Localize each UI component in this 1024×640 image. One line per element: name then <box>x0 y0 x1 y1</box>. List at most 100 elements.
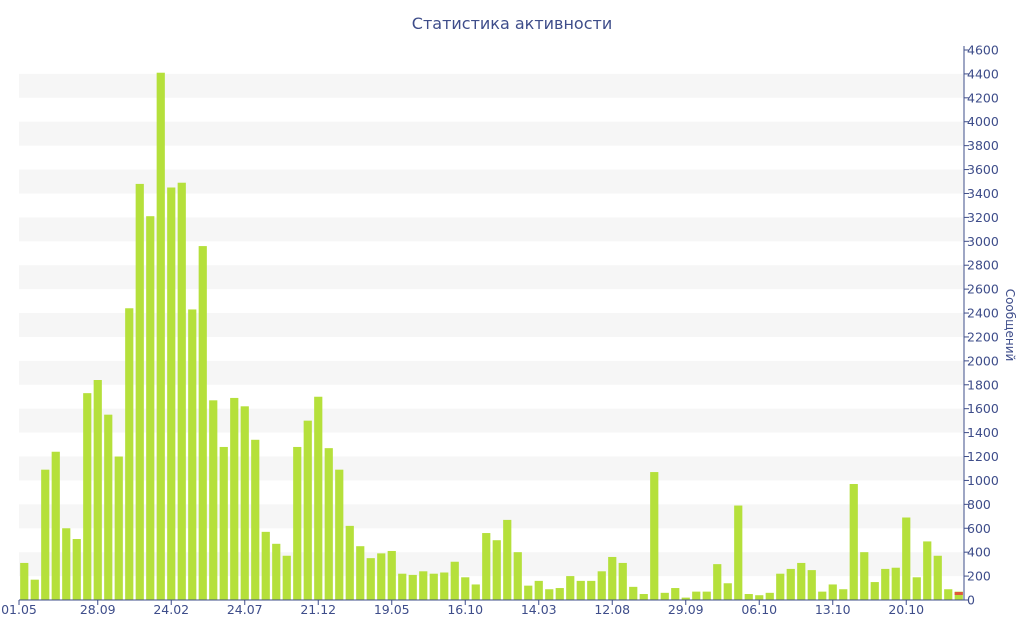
y-tick-label: 800 <box>967 497 991 512</box>
bar <box>125 308 134 600</box>
y-tick-label: 2800 <box>967 258 999 273</box>
bar <box>429 573 438 600</box>
bar <box>72 539 81 600</box>
x-tick-label: 28.09 <box>80 602 116 617</box>
bar <box>608 556 617 600</box>
x-tick-label: 21.12 <box>300 602 336 617</box>
y-tick-label: 1400 <box>967 425 999 440</box>
bar <box>597 571 606 600</box>
bar <box>734 505 743 600</box>
bar <box>188 309 197 600</box>
bar <box>251 439 260 600</box>
bar <box>492 540 501 600</box>
bar <box>230 397 239 600</box>
bar <box>30 579 39 600</box>
bar <box>860 552 869 600</box>
bar <box>807 570 816 600</box>
bar <box>891 567 900 600</box>
bar <box>786 568 795 600</box>
bar <box>303 420 312 600</box>
x-tick-label: 16.10 <box>447 602 483 617</box>
bar <box>797 562 806 600</box>
bar <box>723 583 732 600</box>
x-tick-label: 12.08 <box>594 602 630 617</box>
bar <box>240 406 249 600</box>
y-tick-label: 3800 <box>967 138 999 153</box>
bar <box>923 541 932 600</box>
bar <box>534 580 543 600</box>
grid-band <box>19 265 964 290</box>
bar <box>335 469 344 600</box>
bar <box>692 591 701 600</box>
chart-title: Статистика активности <box>411 14 613 33</box>
bar <box>51 451 60 600</box>
y-tick-label: 4000 <box>967 114 999 129</box>
bar-highlight <box>954 592 963 595</box>
bar <box>671 588 680 600</box>
bar <box>282 555 291 600</box>
grid-band <box>19 169 964 194</box>
bar <box>587 580 596 600</box>
bar <box>639 594 648 600</box>
bar <box>146 216 155 600</box>
bar <box>366 558 375 600</box>
bar <box>261 531 270 600</box>
bar <box>849 484 858 600</box>
bar <box>62 528 71 600</box>
bar <box>83 393 92 600</box>
bar <box>702 591 711 600</box>
grid-band <box>19 408 964 433</box>
bar <box>387 550 396 600</box>
bar <box>881 568 890 600</box>
bar <box>272 543 281 600</box>
y-axis-label: Сообщений <box>1003 289 1017 362</box>
y-tick-label: 600 <box>967 521 991 536</box>
bar <box>566 576 575 600</box>
x-tick-label: 01.05 <box>1 602 37 617</box>
x-tick-label: 24.02 <box>153 602 189 617</box>
y-tick-label: 3200 <box>967 210 999 225</box>
bar <box>576 580 585 600</box>
bar <box>20 562 29 600</box>
y-tick-label: 3600 <box>967 162 999 177</box>
y-tick-label: 4600 <box>967 43 999 58</box>
bar <box>828 584 837 600</box>
bar <box>765 592 774 600</box>
grid-band <box>19 73 964 98</box>
x-tick-label: 13.10 <box>815 602 851 617</box>
bar <box>870 582 879 600</box>
bar <box>198 246 207 600</box>
bar <box>944 589 953 600</box>
bar <box>524 585 533 600</box>
y-tick-label: 0 <box>967 593 975 608</box>
bar <box>839 589 848 600</box>
bar <box>156 72 165 600</box>
bar <box>902 517 911 600</box>
bar <box>954 591 963 600</box>
y-tick-label: 2000 <box>967 353 999 368</box>
y-tick-label: 1000 <box>967 473 999 488</box>
y-tick-label: 3400 <box>967 186 999 201</box>
x-tick-label: 14.03 <box>521 602 557 617</box>
x-tick-label: 06.10 <box>741 602 777 617</box>
bar <box>398 573 407 600</box>
bar <box>912 577 921 600</box>
x-tick-label: 20.10 <box>888 602 924 617</box>
bar <box>209 400 218 600</box>
bar <box>219 446 228 600</box>
bar <box>167 187 176 600</box>
bar <box>513 552 522 600</box>
bar <box>471 584 480 600</box>
y-tick-label: 2200 <box>967 329 999 344</box>
bar <box>419 571 428 600</box>
grid-band <box>19 121 964 146</box>
y-tick-label: 1800 <box>967 377 999 392</box>
bar <box>618 562 627 600</box>
y-tick-label: 3000 <box>967 234 999 249</box>
y-tick-label: 4200 <box>967 90 999 105</box>
bar <box>93 380 102 600</box>
bar <box>41 469 50 600</box>
bar <box>681 597 690 600</box>
bar <box>356 546 365 600</box>
